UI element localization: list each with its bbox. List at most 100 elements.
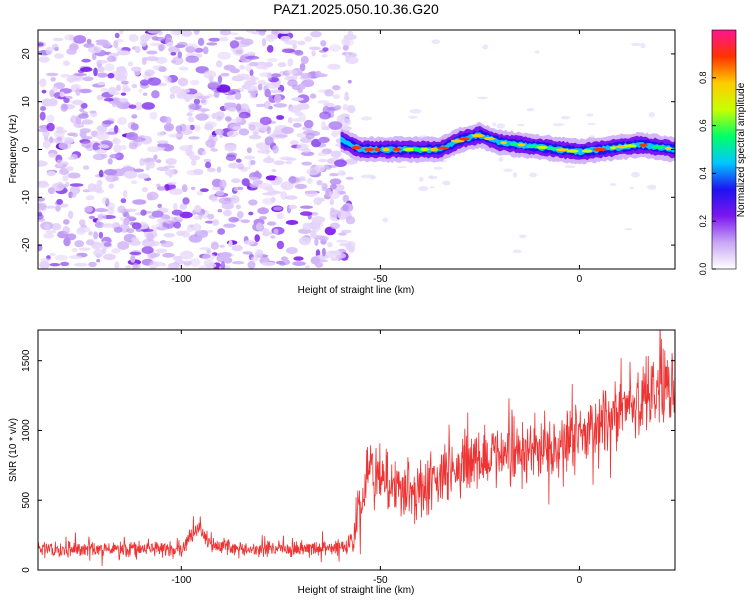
noise-blob: [63, 219, 70, 225]
noise-speckle: [496, 123, 506, 129]
noise-blob: [211, 186, 222, 191]
noise-blob: [203, 70, 217, 79]
noise-blob: [218, 197, 232, 205]
noise-blob: [52, 86, 58, 92]
noise-blob: [319, 111, 331, 120]
noise-speckle: [382, 217, 389, 223]
noise-blob: [141, 246, 154, 254]
noise-blob: [181, 184, 188, 193]
noise-blob: [140, 209, 147, 216]
noise-blob: [321, 54, 328, 58]
noise-blob: [55, 126, 64, 131]
noise-blob: [273, 206, 283, 211]
spectrogram-x-ticks: -100 -50 0: [171, 30, 583, 285]
noise-blob: [170, 59, 177, 64]
spectrogram-noise: [38, 30, 657, 269]
noise-blob: [63, 227, 71, 232]
noise-blob: [115, 47, 123, 51]
noise-blob: [128, 142, 138, 150]
noise-blob: [262, 64, 269, 70]
colorbar-gradient: [712, 30, 736, 269]
noise-blob: [304, 190, 318, 197]
noise-blob: [165, 76, 172, 84]
noise-blob: [328, 107, 335, 115]
noise-blob: [321, 247, 326, 257]
noise-speckle: [360, 116, 372, 121]
signal-core: [364, 147, 375, 152]
noise-blob: [203, 158, 211, 163]
noise-blob: [161, 263, 167, 267]
noise-blob: [266, 58, 278, 62]
noise-speckle: [477, 96, 488, 100]
noise-blob: [232, 126, 242, 131]
noise-blob: [310, 256, 320, 265]
noise-blob: [168, 133, 183, 138]
noise-blob: [208, 37, 221, 42]
noise-blob: [235, 49, 243, 54]
noise-blob: [69, 43, 79, 51]
noise-blob: [103, 253, 116, 261]
noise-blob: [296, 143, 309, 152]
noise-blob: [248, 211, 254, 216]
noise-blob: [223, 223, 236, 228]
noise-blob: [113, 125, 119, 134]
noise-blob: [97, 144, 110, 149]
noise-blob: [69, 183, 84, 187]
noise-blob: [280, 181, 294, 191]
noise-blob: [141, 102, 155, 110]
noise-blob: [38, 128, 50, 132]
noise-blob: [117, 116, 127, 126]
noise-blob: [107, 72, 115, 79]
colorbar-label: Normalized spectral amplitude: [736, 82, 747, 217]
noise-speckle: [442, 180, 451, 186]
noise-blob: [107, 202, 115, 210]
noise-blob: [270, 235, 276, 239]
noise-blob: [243, 155, 255, 160]
noise-blob: [228, 162, 240, 169]
noise-blob: [273, 160, 285, 166]
noise-blob: [44, 205, 57, 209]
noise-blob: [329, 173, 339, 177]
noise-blob: [318, 158, 328, 163]
noise-blob: [266, 33, 280, 40]
noise-blob: [246, 85, 258, 92]
noise-blob: [137, 173, 150, 179]
noise-blob: [276, 240, 285, 250]
noise-blob: [233, 187, 239, 192]
noise-blob: [328, 121, 343, 130]
noise-blob: [217, 75, 223, 84]
noise-blob: [139, 157, 145, 167]
noise-blob: [38, 56, 50, 63]
noise-blob: [60, 261, 70, 267]
noise-blob: [223, 209, 232, 217]
noise-blob: [95, 207, 107, 213]
snr-series-line: [38, 330, 675, 567]
noise-blob: [146, 146, 160, 153]
noise-speckle: [428, 175, 434, 179]
colorbar-tick-label: 0.0: [698, 263, 708, 276]
signal-core: [483, 137, 496, 141]
noise-blob: [101, 223, 115, 228]
noise-blob: [117, 241, 130, 250]
noise-blob: [214, 111, 225, 120]
noise-blob: [309, 46, 321, 51]
noise-blob: [292, 43, 297, 50]
noise-blob: [240, 168, 248, 173]
noise-blob: [200, 229, 209, 236]
noise-blob: [302, 222, 313, 230]
noise-blob: [67, 172, 81, 179]
noise-blob: [273, 228, 279, 235]
signal-core: [412, 147, 422, 152]
noise-blob: [285, 247, 298, 254]
noise-blob: [340, 172, 346, 176]
noise-blob: [113, 40, 119, 49]
signal-core: [471, 134, 485, 138]
noise-blob: [304, 265, 310, 269]
noise-blob: [277, 30, 291, 35]
noise-speckle: [630, 42, 642, 47]
noise-speckle: [519, 234, 527, 239]
noise-blob: [93, 67, 98, 77]
noise-blob: [284, 161, 293, 165]
noise-blob: [86, 38, 92, 45]
noise-blob: [46, 122, 55, 132]
